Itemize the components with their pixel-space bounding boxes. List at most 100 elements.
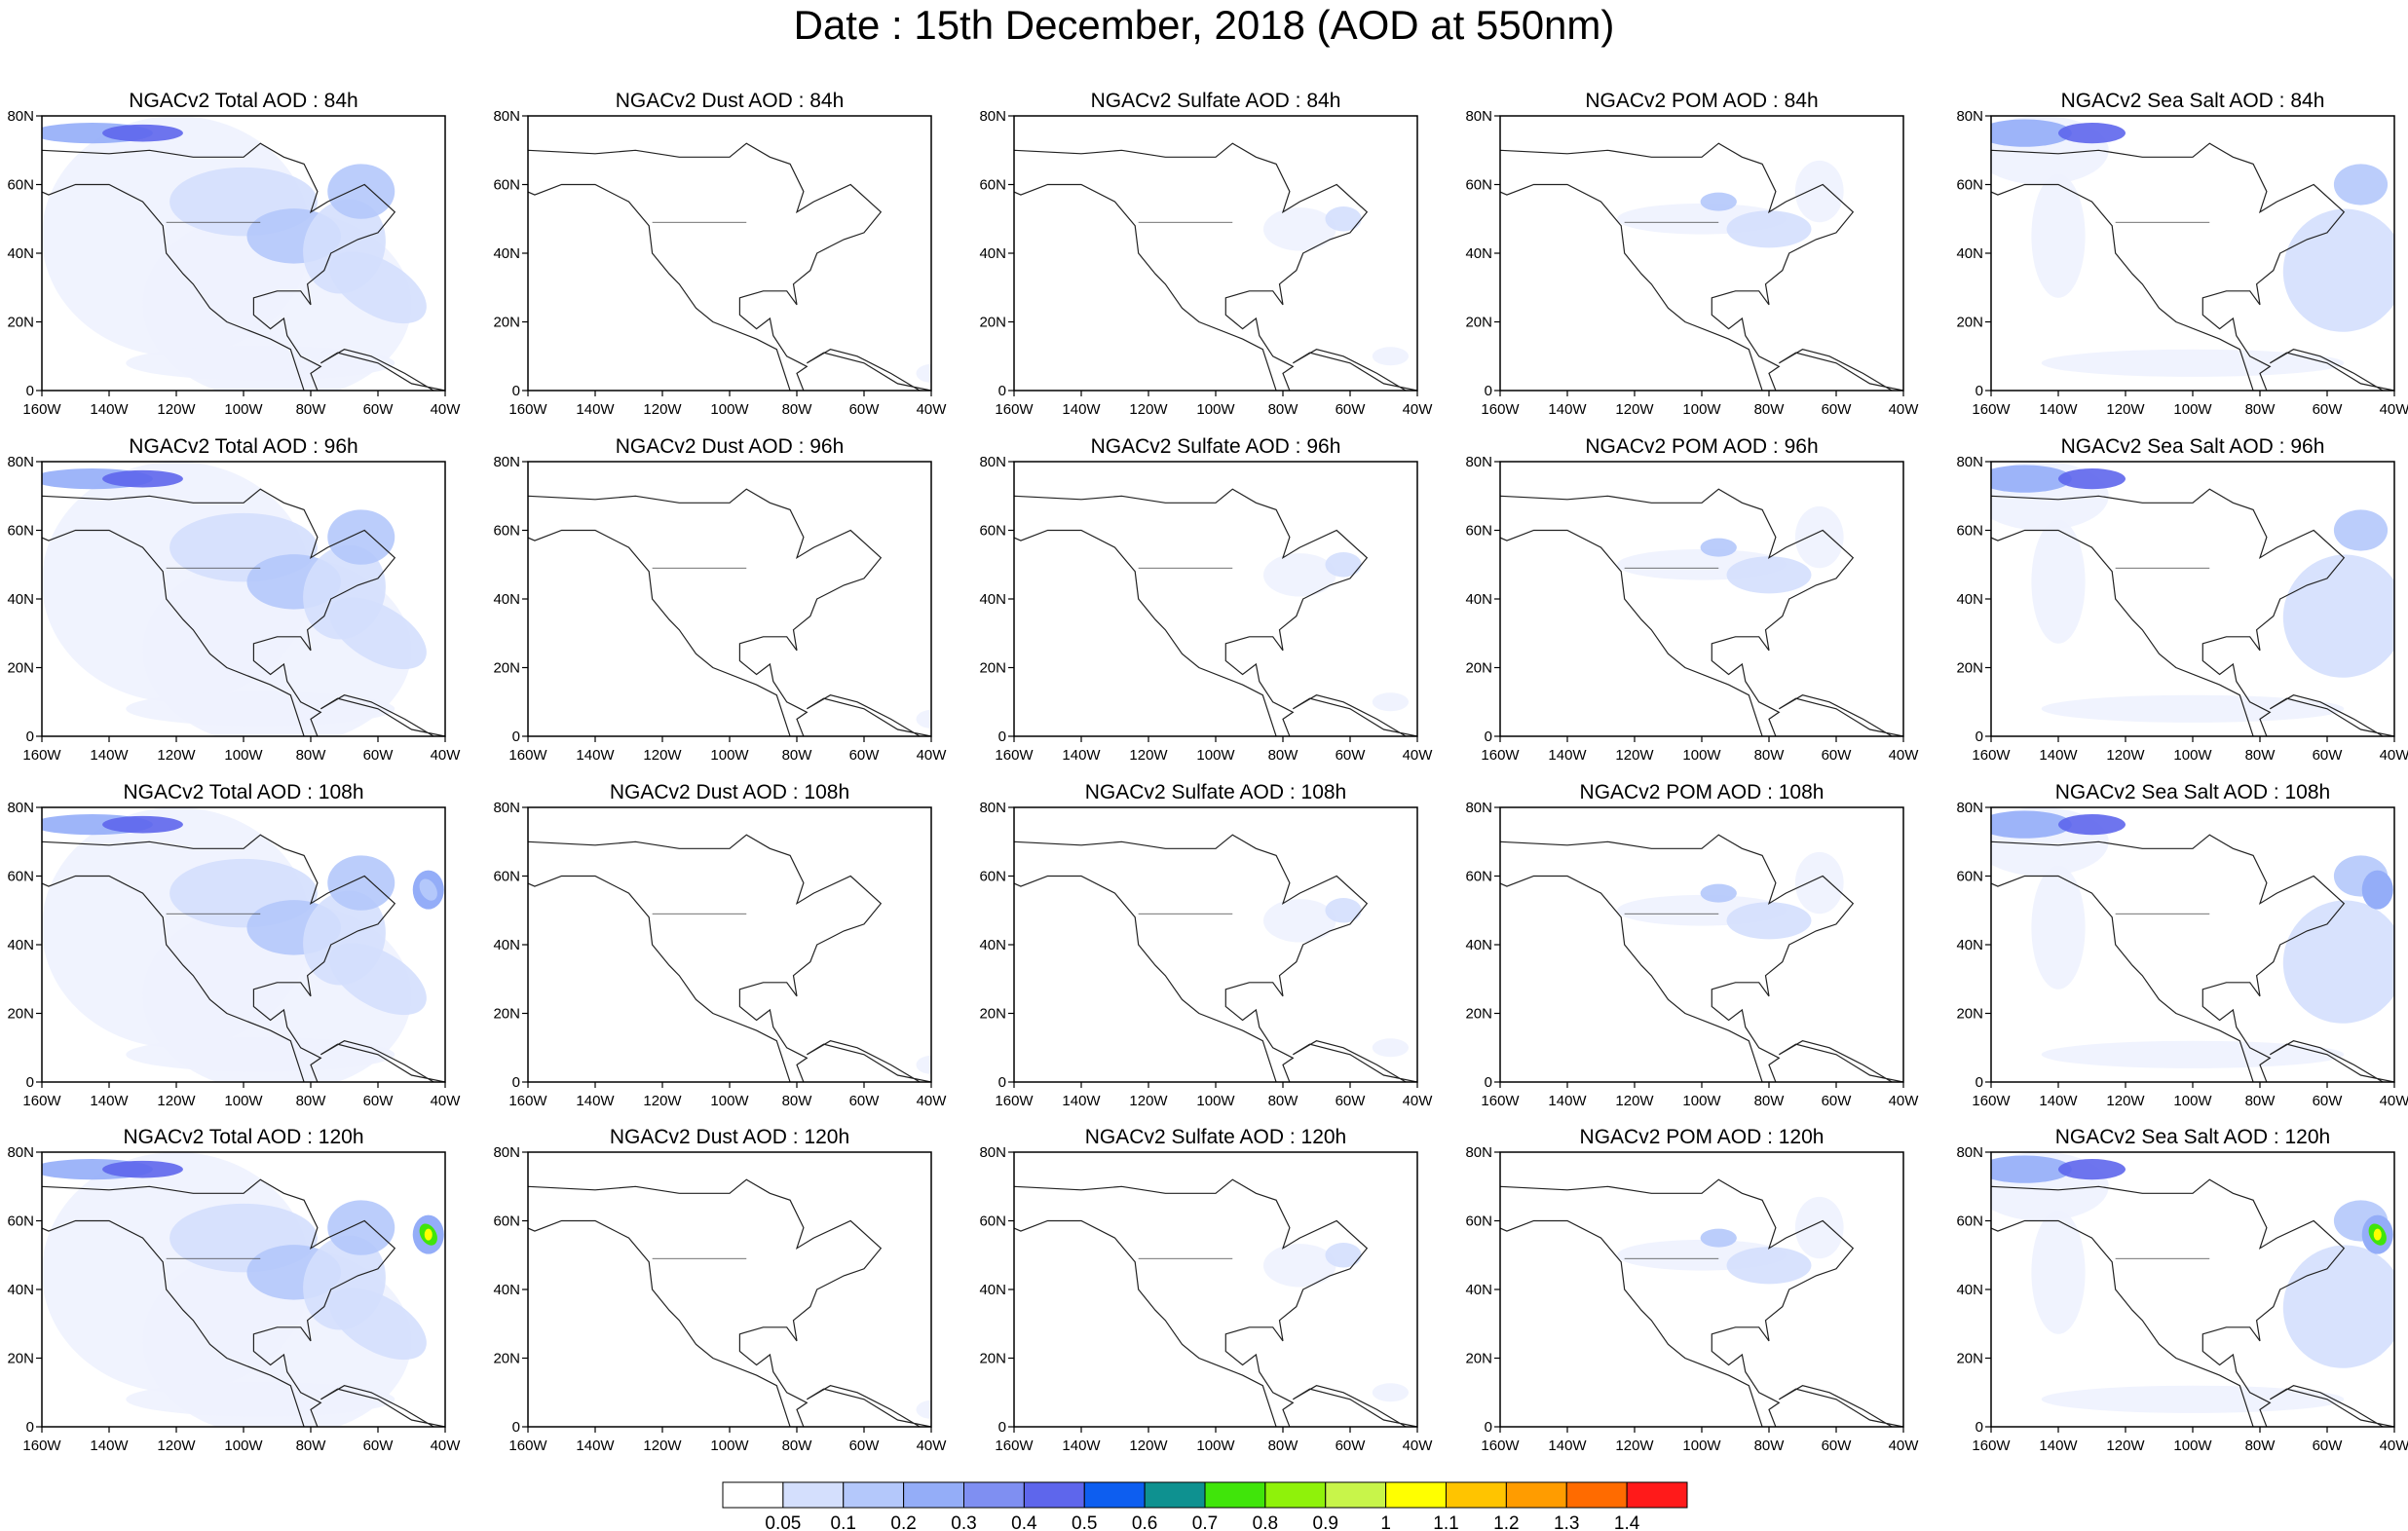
x-tick-label: 140W xyxy=(90,747,129,764)
x-tick-label: 160W xyxy=(22,1093,61,1109)
aod-hotspot-core xyxy=(424,1228,433,1241)
coastline xyxy=(1991,1178,2394,1427)
x-tick-label: 160W xyxy=(22,401,61,418)
x-tick-label: 100W xyxy=(224,1438,263,1454)
coastline-path xyxy=(1778,349,1903,391)
x-tick-label: 60W xyxy=(2313,1093,2344,1109)
x-tick-label: 40W xyxy=(2380,747,2408,764)
coastline-path xyxy=(806,349,931,391)
coastline xyxy=(1014,834,1417,1082)
x-tick-label: 120W xyxy=(1615,1438,1654,1454)
y-tick-label: 0 xyxy=(998,1419,1006,1436)
aod-region xyxy=(329,1288,427,1361)
y-tick-label: 60N xyxy=(1956,523,1983,540)
coastline-path xyxy=(1014,1178,1369,1427)
x-tick-label: 80W xyxy=(782,401,813,418)
x-tick-label: 160W xyxy=(508,1438,547,1454)
coastline-path xyxy=(2269,1040,2394,1082)
colorbar-swatch xyxy=(963,1481,1025,1509)
x-tick-label: 40W xyxy=(1403,1438,1434,1454)
x-tick-label: 80W xyxy=(782,1093,813,1109)
y-tick-label: 0 xyxy=(998,383,1006,399)
x-tick-label: 140W xyxy=(90,1438,129,1454)
x-tick-label: 160W xyxy=(22,747,61,764)
y-tick-label: 40N xyxy=(7,1282,34,1298)
x-tick-label: 60W xyxy=(849,401,881,418)
map-panel: NGACv2 POM AOD : 96h 160W 140W 120W 100W 80W 6… xyxy=(1465,435,1919,764)
aod-shading xyxy=(1991,1152,2394,1413)
y-tick-label: 20N xyxy=(1465,1351,1492,1367)
map-panel: NGACv2 Total AOD : 120h 160W 140W 120W 100W 8… xyxy=(7,1126,461,1454)
x-tick-label: 140W xyxy=(2039,1093,2078,1109)
x-tick-label: 80W xyxy=(2245,747,2276,764)
y-tick-label: 80N xyxy=(493,108,520,125)
coastline-path xyxy=(2269,694,2394,736)
coastline xyxy=(42,488,445,736)
aod-region xyxy=(2282,554,2394,678)
colorbar-swatch xyxy=(1023,1481,1085,1509)
aod-region xyxy=(1794,851,1844,915)
x-tick-label: 80W xyxy=(296,1438,327,1454)
y-tick-label: 20N xyxy=(493,660,520,677)
y-tick-label: 40N xyxy=(979,591,1006,608)
y-tick-label: 40N xyxy=(1956,937,1983,953)
colorbar-swatch xyxy=(1204,1481,1266,1509)
coastline xyxy=(42,834,445,1082)
x-tick-label: 160W xyxy=(1972,1093,2011,1109)
coastline xyxy=(528,488,931,736)
coastline-path xyxy=(806,1040,931,1082)
y-tick-label: 80N xyxy=(1465,454,1492,470)
map-background xyxy=(528,462,931,736)
aod-region xyxy=(1262,1244,1336,1288)
x-tick-label: 100W xyxy=(710,401,749,418)
x-tick-label: 60W xyxy=(1336,1093,1367,1109)
y-tick-label: 20N xyxy=(493,1006,520,1023)
coastline-path xyxy=(1292,1385,1417,1427)
x-tick-label: 40W xyxy=(1889,747,1920,764)
aod-region xyxy=(1991,465,2072,493)
x-tick-label: 80W xyxy=(1268,747,1299,764)
x-tick-label: 120W xyxy=(2106,1438,2145,1454)
aod-region xyxy=(2058,1159,2126,1180)
coastline-path xyxy=(1500,142,1855,391)
y-tick-label: 80N xyxy=(7,108,34,125)
y-tick-label: 40N xyxy=(1956,1282,1983,1298)
coastline-path xyxy=(42,142,396,391)
y-tick-label: 60N xyxy=(1956,869,1983,885)
x-tick-label: 60W xyxy=(363,401,395,418)
aod-region xyxy=(1262,207,1336,251)
x-tick-label: 100W xyxy=(1196,401,1235,418)
panel-title: NGACv2 Sulfate AOD : 120h xyxy=(1085,1126,1346,1148)
aod-shading xyxy=(1262,206,1410,366)
x-tick-label: 100W xyxy=(2173,747,2212,764)
y-tick-label: 20N xyxy=(979,1351,1006,1367)
coastline-path xyxy=(528,1178,883,1427)
x-tick-label: 140W xyxy=(1548,1438,1587,1454)
aod-shading xyxy=(42,807,444,1082)
x-tick-label: 160W xyxy=(1481,747,1520,764)
coastline-path xyxy=(1778,1040,1903,1082)
x-tick-label: 140W xyxy=(90,1093,129,1109)
x-tick-label: 100W xyxy=(1682,1093,1721,1109)
y-tick-label: 20N xyxy=(7,315,34,331)
y-tick-label: 80N xyxy=(1956,108,1983,125)
colorbar-label: 1.4 xyxy=(1614,1513,1640,1531)
aod-region xyxy=(1372,347,1410,366)
x-tick-label: 80W xyxy=(1754,401,1786,418)
coastline-path xyxy=(1778,1385,1903,1427)
x-tick-label: 140W xyxy=(576,401,615,418)
x-tick-label: 160W xyxy=(995,401,1034,418)
aod-region xyxy=(1700,883,1737,903)
x-tick-label: 160W xyxy=(1481,401,1520,418)
coastline-path xyxy=(42,1178,396,1427)
y-tick-label: 80N xyxy=(1956,1144,1983,1161)
aod-shading xyxy=(1262,898,1410,1058)
aod-hotspot xyxy=(2368,878,2387,901)
y-tick-label: 60N xyxy=(7,869,34,885)
aod-region xyxy=(2282,1245,2394,1368)
x-tick-label: 80W xyxy=(782,1438,813,1454)
aod-region xyxy=(2282,900,2394,1024)
y-tick-label: 0 xyxy=(512,1419,520,1436)
colorbar-label: 0.6 xyxy=(1132,1513,1157,1531)
x-tick-label: 60W xyxy=(1822,1093,1853,1109)
